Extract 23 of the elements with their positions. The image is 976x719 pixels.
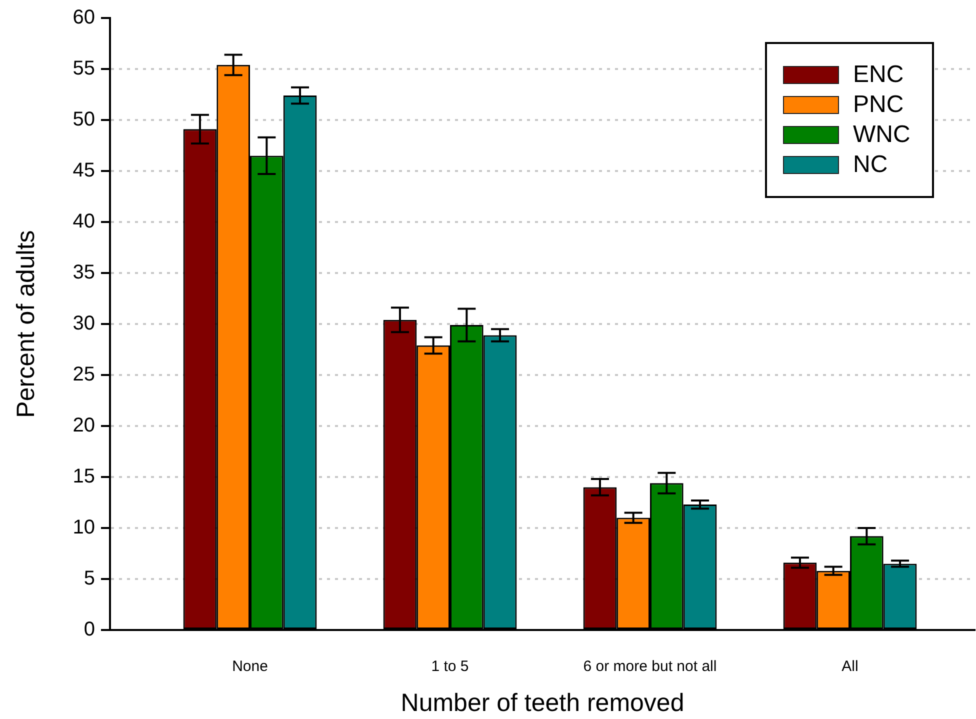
x-tick-label: 6 or more but not all [583, 658, 717, 676]
y-tick-label: 30 [72, 312, 95, 335]
y-tick-label: 55 [72, 58, 95, 80]
x-tick-label: All [842, 658, 858, 676]
y-tick-label: 0 [84, 618, 95, 641]
y-axis-title: Percent of adults [12, 230, 40, 418]
y-tick-label: 60 [72, 6, 95, 29]
y-tick-label: 5 [84, 568, 95, 590]
y-tick-label: 10 [72, 516, 95, 539]
x-tick-label: 1 to 5 [431, 658, 469, 676]
y-tick-label: 35 [72, 262, 95, 284]
y-tick-label: 45 [72, 160, 95, 182]
y-tick-label: 50 [72, 108, 95, 131]
legend-label: NC [853, 151, 888, 179]
x-axis-title: Number of teeth removed [400, 688, 684, 717]
y-tick-label: 40 [72, 210, 95, 233]
y-tick-label: 15 [72, 466, 95, 488]
y-tick-label: 25 [72, 364, 95, 386]
legend-label: WNC [853, 121, 910, 149]
y-tick-label: 20 [72, 414, 95, 437]
legend-label: PNC [853, 91, 904, 119]
x-tick-label: None [232, 658, 268, 676]
legend-label: ENC [853, 61, 904, 89]
